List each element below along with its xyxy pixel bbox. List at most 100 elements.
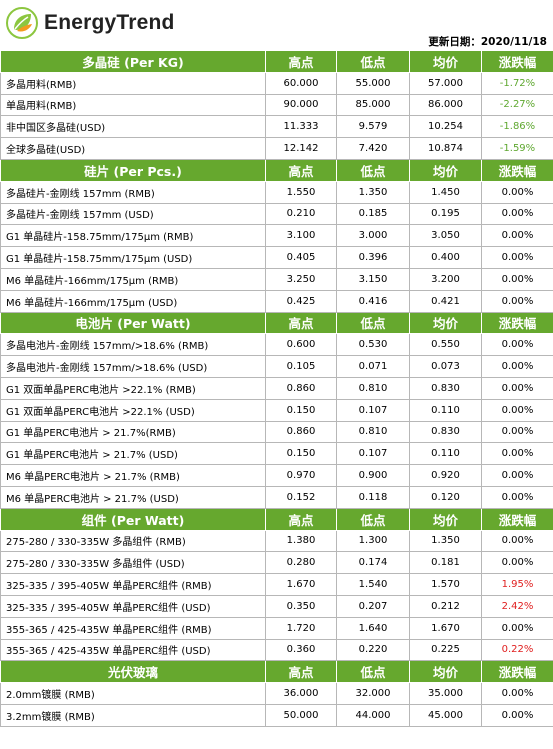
price-change: -1.86% [481,115,553,139]
low-price: 85.000 [336,93,410,117]
price-change: 1.95% [481,573,553,596]
product-name: G1 单晶PERC电池片 > 21.7% (USD) [0,442,266,466]
high-price: 0.210 [265,202,337,226]
product-name: G1 双面单晶PERC电池片 >22.1% (USD) [0,398,266,422]
high-price: 1.720 [265,616,337,640]
product-name: G1 单晶硅片-158.75mm/175µm (USD) [0,246,266,269]
table-row: G1 单晶PERC电池片 > 21.7% (USD) 0.150 0.107 0.11… [0,442,553,466]
column-header: 涨跌幅 [481,50,553,73]
table-row: M6 单晶PERC电池片 > 21.7% (RMB) 0.970 0.900 0.92… [0,464,553,487]
section-header: 组件 (Per Watt) 高点 低点 均价 涨跌幅 [0,507,553,531]
column-header: 涨跌幅 [481,158,553,182]
average-price: 1.670 [409,616,482,640]
average-price: 1.570 [409,573,482,596]
product-name: 275-280 / 330-335W 多晶组件 (RMB) [0,529,266,553]
section-header: 多晶硅 (Per KG) 高点 低点 均价 涨跌幅 [0,50,553,73]
column-header: 高点 [265,507,337,531]
table-row: 275-280 / 330-335W 多晶组件 (RMB) 1.380 1.300 1… [0,529,553,553]
product-name: 多晶硅片-金刚线 157mm (USD) [0,202,266,226]
average-price: 0.830 [409,376,482,400]
low-price: 0.416 [336,289,410,313]
column-header: 低点 [336,158,410,182]
high-price: 0.280 [265,551,337,575]
average-price: 0.920 [409,464,482,487]
column-header: 高点 [265,311,337,335]
product-name: G1 单晶PERC电池片 > 21.7%(RMB) [0,420,266,444]
column-header: 均价 [409,158,482,182]
high-price: 50.000 [265,703,337,727]
low-price: 9.579 [336,115,410,139]
table-row: 2.0mm镀膜 (RMB) 36.000 32.000 35.000 0.00% [0,682,553,705]
high-price: 1.550 [265,180,337,204]
product-name: 非中国区多晶硅(USD) [0,115,266,139]
high-price: 36.000 [265,682,337,705]
low-price: 0.396 [336,246,410,269]
average-price: 0.830 [409,420,482,444]
high-price: 0.860 [265,376,337,400]
product-name: 多晶用料(RMB) [0,71,266,95]
product-name: 355-365 / 425-435W 单晶PERC组件 (USD) [0,638,266,662]
average-price: 35.000 [409,682,482,705]
average-price: 3.050 [409,224,482,248]
section-title: 组件 (Per Watt) [0,507,266,531]
price-change: 0.00% [481,529,553,553]
average-price: 1.350 [409,529,482,553]
table-row: M6 单晶硅片-166mm/175µm (USD) 0.425 0.416 0.421… [0,289,553,313]
table-row: 多晶硅片-金刚线 157mm (USD) 0.210 0.185 0.195 0.00% [0,202,553,226]
average-price: 0.195 [409,202,482,226]
price-change: 0.00% [481,267,553,291]
price-change: -2.27% [481,93,553,117]
column-header: 均价 [409,507,482,531]
update-label: 更新日期： [428,36,481,48]
column-header: 低点 [336,50,410,73]
column-header: 高点 [265,158,337,182]
update-date: 更新日期：2020/11/18 [428,34,547,49]
product-name: 325-335 / 395-405W 单晶PERC组件 (USD) [0,594,266,618]
low-price: 7.420 [336,137,410,160]
low-price: 0.810 [336,376,410,400]
table-row: 多晶用料(RMB) 60.000 55.000 57.000 -1.72% [0,71,553,95]
average-price: 3.200 [409,267,482,291]
low-price: 0.530 [336,333,410,357]
high-price: 0.152 [265,485,337,509]
low-price: 44.000 [336,703,410,727]
product-name: 多晶电池片-金刚线 157mm/>18.6% (RMB) [0,333,266,357]
average-price: 0.073 [409,355,482,378]
product-name: 多晶硅片-金刚线 157mm (RMB) [0,180,266,204]
low-price: 3.000 [336,224,410,248]
table-row: 多晶电池片-金刚线 157mm/>18.6% (USD) 0.105 0.071 0.… [0,355,553,378]
low-price: 0.174 [336,551,410,575]
high-price: 60.000 [265,71,337,95]
table-row: 全球多晶硅(USD) 12.142 7.420 10.874 -1.59% [0,137,553,160]
low-price: 0.810 [336,420,410,444]
price-table: 多晶硅 (Per KG) 高点 低点 均价 涨跌幅 多晶用料(RMB) 60.000 55.0… [0,50,553,727]
price-change: 0.00% [481,420,553,444]
column-header: 涨跌幅 [481,507,553,531]
average-price: 0.550 [409,333,482,357]
high-price: 1.380 [265,529,337,553]
high-price: 0.350 [265,594,337,618]
column-header: 高点 [265,660,337,684]
low-price: 0.185 [336,202,410,226]
average-price: 1.450 [409,180,482,204]
section-title: 硅片 (Per Pcs.) [0,158,266,182]
high-price: 12.142 [265,137,337,160]
price-change: 0.00% [481,289,553,313]
average-price: 0.225 [409,638,482,662]
price-change: 0.00% [481,398,553,422]
high-price: 0.860 [265,420,337,444]
price-change: 0.00% [481,202,553,226]
low-price: 0.071 [336,355,410,378]
price-change: 0.00% [481,616,553,640]
average-price: 0.110 [409,398,482,422]
table-row: G1 单晶硅片-158.75mm/175µm (USD) 0.405 0.396 0.… [0,246,553,269]
average-price: 0.212 [409,594,482,618]
column-header: 均价 [409,311,482,335]
high-price: 90.000 [265,93,337,117]
product-name: G1 单晶硅片-158.75mm/175µm (RMB) [0,224,266,248]
low-price: 0.220 [336,638,410,662]
product-name: M6 单晶硅片-166mm/175µm (USD) [0,289,266,313]
average-price: 0.400 [409,246,482,269]
low-price: 0.207 [336,594,410,618]
